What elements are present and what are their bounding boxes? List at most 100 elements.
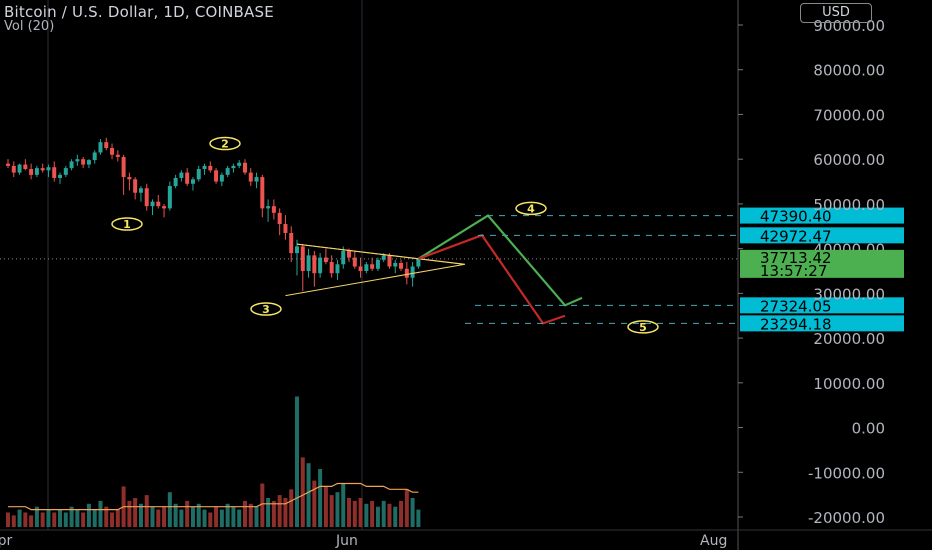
candle-body xyxy=(214,170,219,182)
candle-body xyxy=(352,257,357,267)
volume-bar xyxy=(127,500,132,527)
candle-body xyxy=(416,258,421,267)
volume-bar xyxy=(29,515,34,527)
candle-body xyxy=(283,224,288,233)
candle-body xyxy=(40,168,45,171)
volume-bar xyxy=(17,509,22,527)
candle-body xyxy=(271,206,276,213)
volume-bar xyxy=(58,509,63,527)
candle-body xyxy=(237,162,242,166)
x-tick-label: Aug xyxy=(700,533,727,549)
candle-body xyxy=(179,172,184,178)
volume-bar xyxy=(306,463,311,527)
y-tick-label: -20000.00 xyxy=(808,509,885,527)
candle-body xyxy=(92,152,97,161)
wave-label-circle xyxy=(627,320,659,334)
volume-bar xyxy=(289,489,294,527)
volume-bar xyxy=(237,509,242,527)
volume-bar xyxy=(387,503,392,527)
volume-bar xyxy=(46,509,51,527)
volume-bar xyxy=(214,506,219,527)
candle-body xyxy=(404,268,409,278)
candle-body xyxy=(58,174,63,178)
candle-body xyxy=(29,169,34,175)
volume-bar xyxy=(40,512,45,527)
candle-body xyxy=(63,168,68,175)
candle-body xyxy=(225,168,230,175)
price-level-value: 42972.47 xyxy=(760,227,832,245)
volume-bar xyxy=(260,483,265,527)
volume-bar xyxy=(6,512,10,527)
wave-label-2: 2 xyxy=(221,138,229,151)
y-tick-label: 10000.00 xyxy=(813,375,885,393)
y-tick-label: 50000.00 xyxy=(813,196,885,214)
candle-body xyxy=(231,165,236,169)
candle-body xyxy=(387,255,392,267)
volume-bar xyxy=(416,509,421,527)
candle-body xyxy=(52,167,57,178)
bearish-projection xyxy=(417,233,566,325)
volume-bar xyxy=(196,503,201,527)
y-tick-label: 0.00 xyxy=(852,420,885,438)
y-tick-label: 60000.00 xyxy=(813,151,885,169)
volume-bar xyxy=(295,396,299,527)
volume-bar xyxy=(162,506,167,527)
candle-body xyxy=(248,172,253,182)
volume-bar xyxy=(34,506,39,527)
candle-body xyxy=(410,266,415,278)
candle-body xyxy=(110,148,115,155)
volume-bar xyxy=(150,506,155,527)
candle-body xyxy=(358,266,363,271)
current-price-tag-bg xyxy=(740,249,904,278)
wave-label-circle xyxy=(515,201,547,216)
candle-body xyxy=(202,165,207,170)
volume-bar xyxy=(75,509,80,527)
candle-body xyxy=(6,163,10,166)
candle-body xyxy=(306,255,311,271)
volume-bar xyxy=(370,500,375,527)
current-price-value: 37713.42 xyxy=(760,249,832,267)
candle-body xyxy=(399,262,404,269)
volume-bar xyxy=(110,512,115,527)
time-axis: Apr Jun Aug xyxy=(0,533,727,549)
volume-bar xyxy=(133,498,138,527)
currency-button[interactable]: USD xyxy=(800,3,872,23)
candle-body xyxy=(393,262,398,267)
volume-bar xyxy=(242,500,247,527)
candle-body xyxy=(323,257,328,263)
price-level-tag xyxy=(740,227,904,244)
wave-label-1: 1 xyxy=(123,218,131,231)
volume-bar xyxy=(52,512,57,527)
candle-body xyxy=(11,165,16,173)
candle-body xyxy=(242,162,247,173)
y-tick-label: 90000.00 xyxy=(813,17,885,35)
candle-body xyxy=(121,156,126,178)
candle-body xyxy=(219,174,224,182)
candle-body xyxy=(266,206,271,209)
wave-label-5: 5 xyxy=(639,321,647,334)
x-tick-label: Jun xyxy=(335,533,358,549)
volume-bar xyxy=(335,492,340,527)
y-tick-label: 80000.00 xyxy=(813,62,885,80)
volume-indicator-label[interactable]: Vol (20) xyxy=(4,19,55,34)
candle-body xyxy=(98,142,103,153)
wave-labels: 1 2 3 4 5 xyxy=(111,136,659,334)
volume-bar xyxy=(329,495,334,527)
price-level-tag xyxy=(740,297,904,314)
candle-body xyxy=(370,264,375,269)
candle-body xyxy=(196,169,201,180)
candle-body xyxy=(46,167,51,171)
bullish-projection xyxy=(417,214,583,307)
candle-body xyxy=(127,177,132,180)
candle-body xyxy=(133,179,138,193)
y-tick-label: 30000.00 xyxy=(813,285,885,303)
candle-body xyxy=(375,259,380,269)
volume-bar xyxy=(266,498,271,527)
volume-bar xyxy=(248,503,253,527)
candle-body xyxy=(208,165,213,171)
candle-body xyxy=(341,250,346,265)
volume-bar xyxy=(179,509,184,527)
x-tick-label: Apr xyxy=(0,533,12,549)
